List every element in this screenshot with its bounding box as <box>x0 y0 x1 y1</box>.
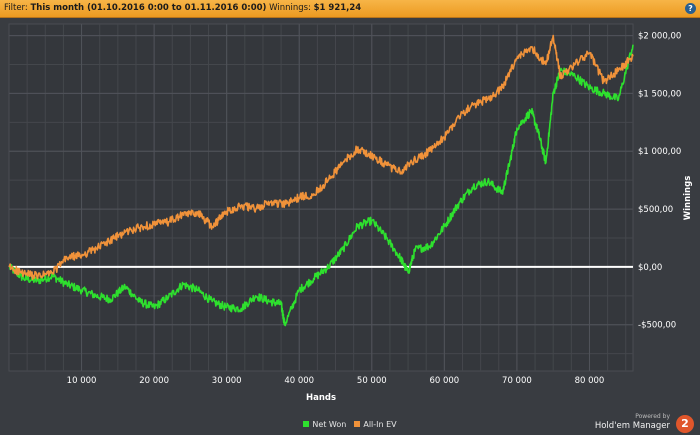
legend-swatch <box>354 421 361 427</box>
legend-swatch <box>303 421 310 427</box>
y-tick-label: $0,00 <box>638 263 662 273</box>
y-axis-title: Winnings <box>683 176 693 221</box>
x-tick-label: 40 000 <box>284 376 314 386</box>
x-tick-label: 10 000 <box>67 376 97 386</box>
x-tick-label: 80 000 <box>575 376 605 386</box>
x-axis: 10 000 20 000 30 000 40 000 50 000 60 000 70 0… <box>67 376 605 386</box>
x-tick-label: 50 000 <box>357 376 387 386</box>
winnings-chart: -$500,00 $0,00 $500,00 $1 000,00 $1 500,00 $2… <box>8 23 693 403</box>
winnings-label: Winnings: <box>269 3 311 13</box>
powered-by-badge: Powered by Hold'em Manager 2 <box>594 413 696 435</box>
plot-background <box>8 23 634 372</box>
series-layer <box>8 34 634 327</box>
y-tick-label: $1 000,00 <box>638 147 681 157</box>
brand-logo-icon: 2 <box>676 415 694 433</box>
filter-bar: Filter: This month (01.10.2016 0:00 to 0… <box>0 0 700 18</box>
legend-label: All-In EV <box>363 420 397 429</box>
x-tick-label: 20 000 <box>139 376 169 386</box>
winnings-value: $1 921,24 <box>313 3 362 13</box>
powered-by-text: Powered by <box>635 413 670 420</box>
x-axis-title: Hands <box>306 393 336 403</box>
x-tick-label: 60 000 <box>429 376 459 386</box>
filter-period[interactable]: This month (01.10.2016 0:00 to 01.11.201… <box>30 3 267 13</box>
legend-item[interactable]: All-In EV <box>354 420 397 429</box>
brand-name: Hold'em Manager <box>594 421 670 431</box>
series-line-net-won <box>8 44 634 327</box>
help-icon[interactable]: ? <box>685 3 696 14</box>
y-tick-label: -$500,00 <box>638 321 676 331</box>
legend-item[interactable]: Net Won <box>303 420 346 429</box>
legend-label: Net Won <box>312 420 347 429</box>
y-tick-label: $500,00 <box>638 205 673 215</box>
series-line-all-in-ev <box>8 34 634 281</box>
filter-label: Filter: <box>4 3 28 13</box>
y-tick-label: $2 000,00 <box>638 32 681 42</box>
x-tick-label: 70 000 <box>502 376 532 386</box>
y-tick-label: $1 500,00 <box>638 89 681 99</box>
y-axis: -$500,00 $0,00 $500,00 $1 000,00 $1 500,00 $2… <box>638 32 681 331</box>
x-tick-label: 30 000 <box>212 376 242 386</box>
legend: Net Won All-In EV <box>0 420 700 429</box>
